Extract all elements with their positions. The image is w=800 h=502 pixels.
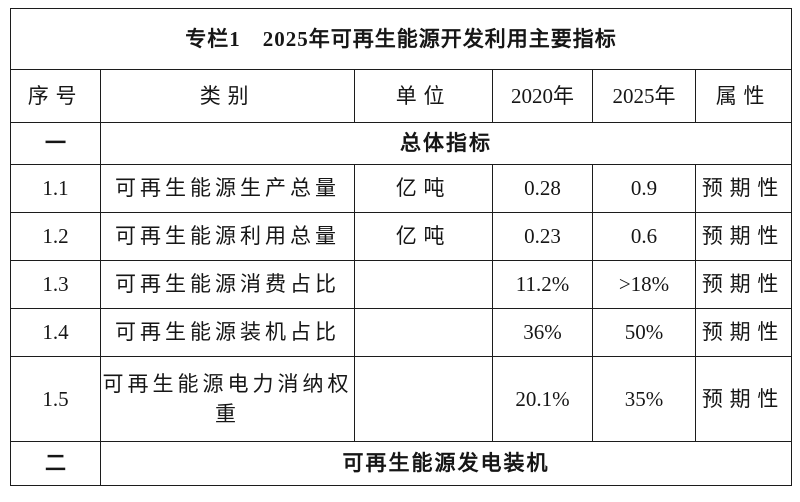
cell-attr: 预期性 — [694, 212, 793, 261]
cell-no: 1.3 — [10, 260, 101, 309]
cell-attr-label: 预期性 — [701, 272, 786, 297]
header-row: 序号 类别 单位 2020年 2025年 属性 — [10, 69, 793, 123]
cell-attr: 预期性 — [694, 260, 793, 309]
indicator-table: 专栏1 2025年可再生能源开发利用主要指标 序号 类别 单位 2020年 20… — [9, 8, 793, 486]
cell-2025-value: 35% — [592, 356, 696, 442]
cell-attr: 预期性 — [694, 164, 793, 213]
table-row: 1.1 可再生能源生产总量 亿吨 0.28 0.9 预期性 — [10, 164, 793, 213]
cell-2020-value: 11.2% — [492, 260, 593, 309]
cell-2020-value: 20.1% — [492, 356, 593, 442]
section-label: 总体指标 — [99, 122, 793, 165]
cell-attr: 预期性 — [694, 356, 793, 442]
section-row-power-capacity: 二 可再生能源发电装机 — [10, 441, 793, 486]
cell-2020-value: 0.23 — [492, 212, 593, 261]
col-header-no: 序号 — [10, 69, 101, 123]
cell-category: 可再生能源消费占比 — [100, 260, 355, 309]
cell-2025-value: 0.9 — [592, 164, 696, 213]
col-header-unit-label: 单位 — [395, 83, 452, 108]
table-row: 1.2 可再生能源利用总量 亿吨 0.23 0.6 预期性 — [10, 212, 793, 261]
section-no: 二 — [10, 441, 101, 486]
section-label: 可再生能源发电装机 — [99, 441, 793, 486]
table-row: 1.4 可再生能源装机占比 36% 50% 预期性 — [10, 308, 793, 357]
cell-unit-label: 亿吨 — [395, 176, 452, 201]
col-header-category: 类别 — [100, 69, 355, 123]
cell-2025-value: 50% — [592, 308, 696, 357]
cell-2025-value: >18% — [592, 260, 696, 309]
cell-unit: 亿吨 — [354, 164, 493, 213]
section-row-overall: 一 总体指标 — [10, 122, 793, 165]
cell-no: 1.2 — [10, 212, 101, 261]
section-no: 一 — [10, 122, 101, 165]
cell-2025-value: 0.6 — [592, 212, 696, 261]
col-header-2020: 2020年 — [492, 69, 593, 123]
cell-no: 1.1 — [10, 164, 101, 213]
table-title: 专栏1 2025年可再生能源开发利用主要指标 — [9, 8, 793, 70]
cell-attr-label: 预期性 — [701, 176, 786, 201]
cell-2020-value: 0.28 — [492, 164, 593, 213]
cell-attr: 预期性 — [694, 308, 793, 357]
table-row: 1.5 可再生能源电力消纳权重 20.1% 35% 预期性 — [10, 356, 793, 442]
cell-category: 可再生能源电力消纳权重 — [100, 356, 355, 442]
cell-unit — [354, 308, 493, 357]
col-header-no-label: 序号 — [27, 83, 84, 108]
cell-unit — [354, 356, 493, 442]
title-row: 专栏1 2025年可再生能源开发利用主要指标 — [9, 8, 793, 70]
col-header-2025: 2025年 — [592, 69, 696, 123]
cell-unit: 亿吨 — [354, 212, 493, 261]
cell-attr-label: 预期性 — [701, 386, 786, 411]
table-row: 1.3 可再生能源消费占比 11.2% >18% 预期性 — [10, 260, 793, 309]
cell-category: 可再生能源生产总量 — [100, 164, 355, 213]
cell-no: 1.4 — [10, 308, 101, 357]
cell-unit-label: 亿吨 — [395, 224, 452, 249]
cell-attr-label: 预期性 — [701, 320, 786, 345]
col-header-category-label: 类别 — [199, 83, 256, 108]
cell-attr-label: 预期性 — [701, 224, 786, 249]
col-header-attr-label: 属性 — [715, 83, 772, 108]
col-header-attr: 属性 — [694, 69, 793, 123]
cell-category: 可再生能源利用总量 — [100, 212, 355, 261]
cell-unit — [354, 260, 493, 309]
cell-category: 可再生能源装机占比 — [100, 308, 355, 357]
cell-2020-value: 36% — [492, 308, 593, 357]
cell-no: 1.5 — [10, 356, 101, 442]
col-header-unit: 单位 — [354, 69, 493, 123]
